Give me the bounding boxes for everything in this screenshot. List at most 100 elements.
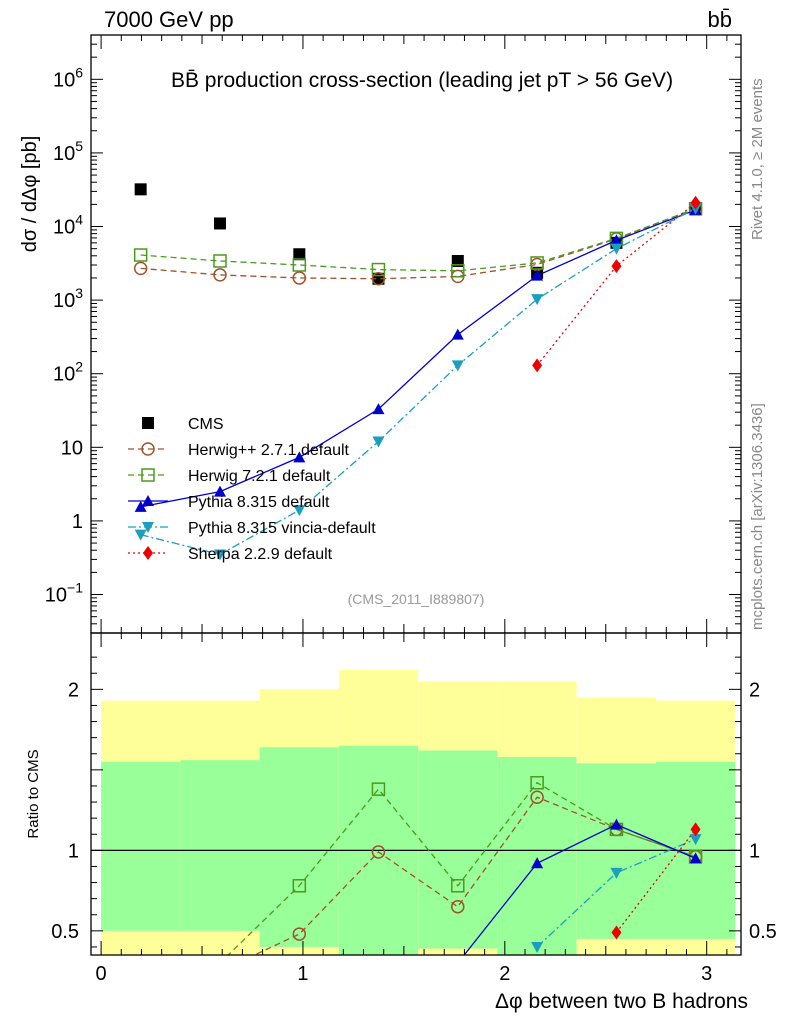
main-series — [133, 183, 703, 561]
xtick-label: 2 — [499, 963, 510, 985]
ratio-ytick-label-right: 2 — [749, 679, 760, 701]
main-frame — [90, 34, 742, 634]
xtick-label: 0 — [96, 963, 107, 985]
main-point-3 — [372, 403, 385, 415]
ratio-line-2 — [463, 823, 696, 955]
ratio-point-0 — [135, 973, 147, 985]
ratio-point-0 — [530, 790, 544, 804]
main-point-4 — [531, 294, 544, 306]
ratio-point-3 — [531, 941, 544, 953]
ratio-ytick-label-right: 0.5 — [749, 921, 777, 943]
ratio-point-0 — [292, 927, 307, 941]
ratio-point-0 — [371, 845, 386, 859]
ratio-point-4 — [690, 822, 701, 837]
ratio-point-2 — [452, 957, 464, 968]
main-line-3 — [140, 209, 696, 508]
legend-marker-0 — [142, 417, 154, 429]
legend-marker-5 — [143, 546, 153, 560]
main-point-0 — [293, 248, 306, 261]
main-point-4 — [372, 436, 385, 448]
ratio-point-0 — [451, 899, 465, 914]
legend-marker-4 — [142, 522, 154, 533]
ratio-point-0 — [214, 965, 226, 977]
ratio-ytick-label-right: 1 — [749, 840, 760, 862]
ratio-line-0 — [252, 796, 696, 955]
inner-band-bin — [418, 750, 498, 949]
legend-label-0: CMS — [188, 416, 224, 433]
main-point-0 — [134, 183, 147, 196]
main-line-1 — [140, 208, 696, 280]
main-point-4 — [134, 529, 147, 541]
main-ylabel: dσ / dΔφ [pb] — [19, 136, 41, 253]
main-point-3 — [134, 500, 147, 512]
ratio-bands — [91, 670, 741, 955]
xtick-label: 3 — [701, 963, 712, 985]
ratio-ylabel: Ratio to CMS — [25, 749, 42, 838]
main-point-0 — [451, 254, 464, 267]
legend-label-5: Sherpa 2.2.9 default — [188, 546, 333, 563]
main-point-2 — [371, 262, 386, 277]
main-point-3 — [531, 269, 544, 281]
legend: CMS Herwig++ 2.7.1 default Herwig 7.2.1 de… — [128, 416, 376, 563]
main-point-1 — [213, 268, 227, 282]
main-ytick-label: 10 — [61, 437, 83, 459]
ratio-ytick-label: 2 — [68, 679, 79, 701]
main-ytick-label: 1 — [72, 511, 83, 533]
legend-marker-3 — [142, 495, 154, 506]
main-ytick-label: 104 — [53, 212, 83, 239]
main-ytick-label: 102 — [53, 359, 83, 386]
main-point-1 — [292, 271, 307, 285]
inner-band-bin — [101, 761, 181, 931]
main-ytick-label: 103 — [53, 285, 83, 312]
main-point-5 — [690, 195, 701, 210]
axes: 10−1 1 10 102 103 104 105 106 0.5 0.5 1 1 2 2 0 1 2 3 — [45, 34, 777, 985]
ratio-point-4 — [611, 925, 622, 940]
ratio-point-2 — [610, 818, 623, 830]
inner-band-bin — [576, 763, 657, 939]
main-point-2 — [451, 264, 465, 278]
ratio-point-1 — [214, 957, 226, 969]
energy-label: 7000 GeV pp — [104, 7, 234, 32]
main-point-0 — [213, 217, 226, 230]
ratio-xlabel: Δφ between two B hadrons — [495, 990, 748, 1013]
main-point-1 — [371, 272, 386, 286]
inner-band-bin — [497, 756, 577, 955]
ratio-series — [135, 775, 703, 985]
ratio-point-3 — [689, 834, 702, 846]
inner-band-bin — [180, 760, 260, 931]
ratio-point-1 — [292, 879, 307, 893]
legend-marker-1 — [141, 442, 155, 456]
xtick-label: 1 — [297, 963, 308, 985]
main-ytick-label: 105 — [53, 138, 83, 165]
ratio-line-4 — [615, 829, 697, 933]
source-label: mcplots.cern.ch [arXiv:1306.3436] — [749, 403, 766, 630]
main-point-2 — [530, 256, 544, 270]
main-point-4 — [451, 360, 464, 372]
main-point-5 — [611, 259, 622, 274]
inner-band-bin — [259, 747, 339, 947]
main-line-4 — [140, 208, 696, 556]
ratio-point-1 — [451, 879, 465, 893]
ratio-point-1 — [135, 973, 147, 985]
main-point-1 — [133, 261, 148, 276]
main-point-5 — [532, 358, 543, 373]
ratio-point-2 — [689, 852, 702, 864]
main-point-2 — [133, 248, 148, 262]
main-point-2 — [213, 254, 227, 268]
main-point-4 — [610, 243, 623, 255]
ratio-point-1 — [530, 775, 544, 790]
ratio-frame — [90, 632, 742, 956]
rivet-label: Rivet 4.1.0, ≥ 2M events — [749, 78, 766, 240]
ratio-point-3 — [610, 867, 623, 879]
ratio-ytick-label: 1 — [68, 840, 79, 862]
legend-label-4: Pythia 8.315 vincia-default — [188, 520, 376, 537]
ratio-ytick-label: 0.5 — [51, 921, 79, 943]
main-point-4 — [213, 549, 226, 561]
main-point-4 — [293, 505, 306, 517]
ratio-point-2 — [531, 857, 544, 869]
legend-label-2: Herwig 7.2.1 default — [188, 468, 331, 485]
analysis-id: (CMS_2011_I889807) — [348, 591, 485, 607]
main-ytick-label: 106 — [53, 64, 83, 91]
